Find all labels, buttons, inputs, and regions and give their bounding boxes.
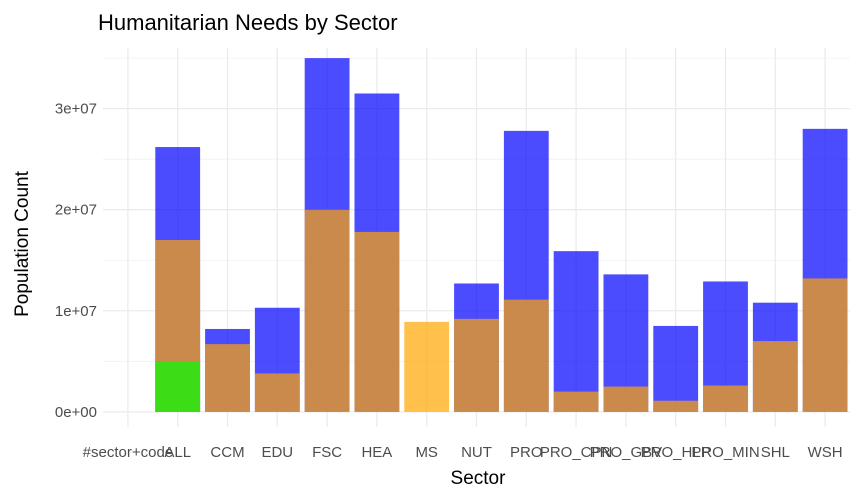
bar-pro-hlp-series-1 bbox=[653, 325, 699, 412]
bar-pro-cpn-series-1 bbox=[553, 251, 599, 412]
chart-title: Humanitarian Needs by Sector bbox=[98, 10, 398, 35]
bar-shl-series-2 bbox=[752, 341, 798, 412]
x-tick-label: HEA bbox=[361, 444, 392, 461]
x-tick-label: EDU bbox=[261, 444, 293, 461]
y-tick-label: 3e+07 bbox=[55, 101, 97, 118]
x-tick-label: CCM bbox=[210, 444, 244, 461]
bar-nut-series-2 bbox=[454, 318, 499, 412]
bar-wsh-series-2 bbox=[802, 278, 848, 412]
x-tick-label: #sector+code bbox=[83, 444, 173, 461]
x-tick-label: NUT bbox=[461, 444, 492, 461]
bar-hea-series-2 bbox=[354, 231, 400, 412]
bar-pro-cpn-series-2 bbox=[553, 391, 599, 412]
bar-fsc-series-2 bbox=[304, 209, 350, 412]
y-tick-label: 0e+00 bbox=[55, 404, 97, 421]
x-tick-label: ALL bbox=[164, 444, 191, 461]
x-tick-label: PRO_MIN bbox=[691, 444, 759, 461]
bars bbox=[155, 58, 848, 412]
x-tick-label: SHL bbox=[761, 444, 790, 461]
x-tick-label: PRO bbox=[510, 444, 543, 461]
x-tick-label: PRO_HLP bbox=[641, 444, 711, 461]
x-axis-title: Sector bbox=[451, 468, 507, 489]
y-tick-label: 2e+07 bbox=[55, 202, 97, 219]
bar-pro-series-2 bbox=[503, 299, 549, 412]
x-tick-label: MS bbox=[415, 444, 438, 461]
bar-ms-series-2 bbox=[404, 321, 450, 412]
y-tick-label: 1e+07 bbox=[55, 303, 97, 320]
bar-all-series-3 bbox=[155, 361, 201, 412]
y-axis-title: Population Count bbox=[12, 170, 33, 316]
bar-pro-gbv-series-2 bbox=[603, 386, 649, 412]
bar-pro-min-series-2 bbox=[703, 385, 748, 412]
x-tick-label: WSH bbox=[808, 444, 843, 461]
y-axis-ticks: 0e+00 1e+07 2e+07 3e+07 bbox=[55, 101, 97, 421]
bar-edu-series-2 bbox=[254, 373, 300, 412]
x-tick-label: PRO_GBV bbox=[590, 444, 663, 461]
x-tick-label: FSC bbox=[312, 444, 342, 461]
bar-pro-hlp-series-2 bbox=[653, 400, 699, 412]
bar-ccm-series-2 bbox=[205, 344, 250, 412]
x-tick-label: PRO_CPN bbox=[540, 444, 613, 461]
